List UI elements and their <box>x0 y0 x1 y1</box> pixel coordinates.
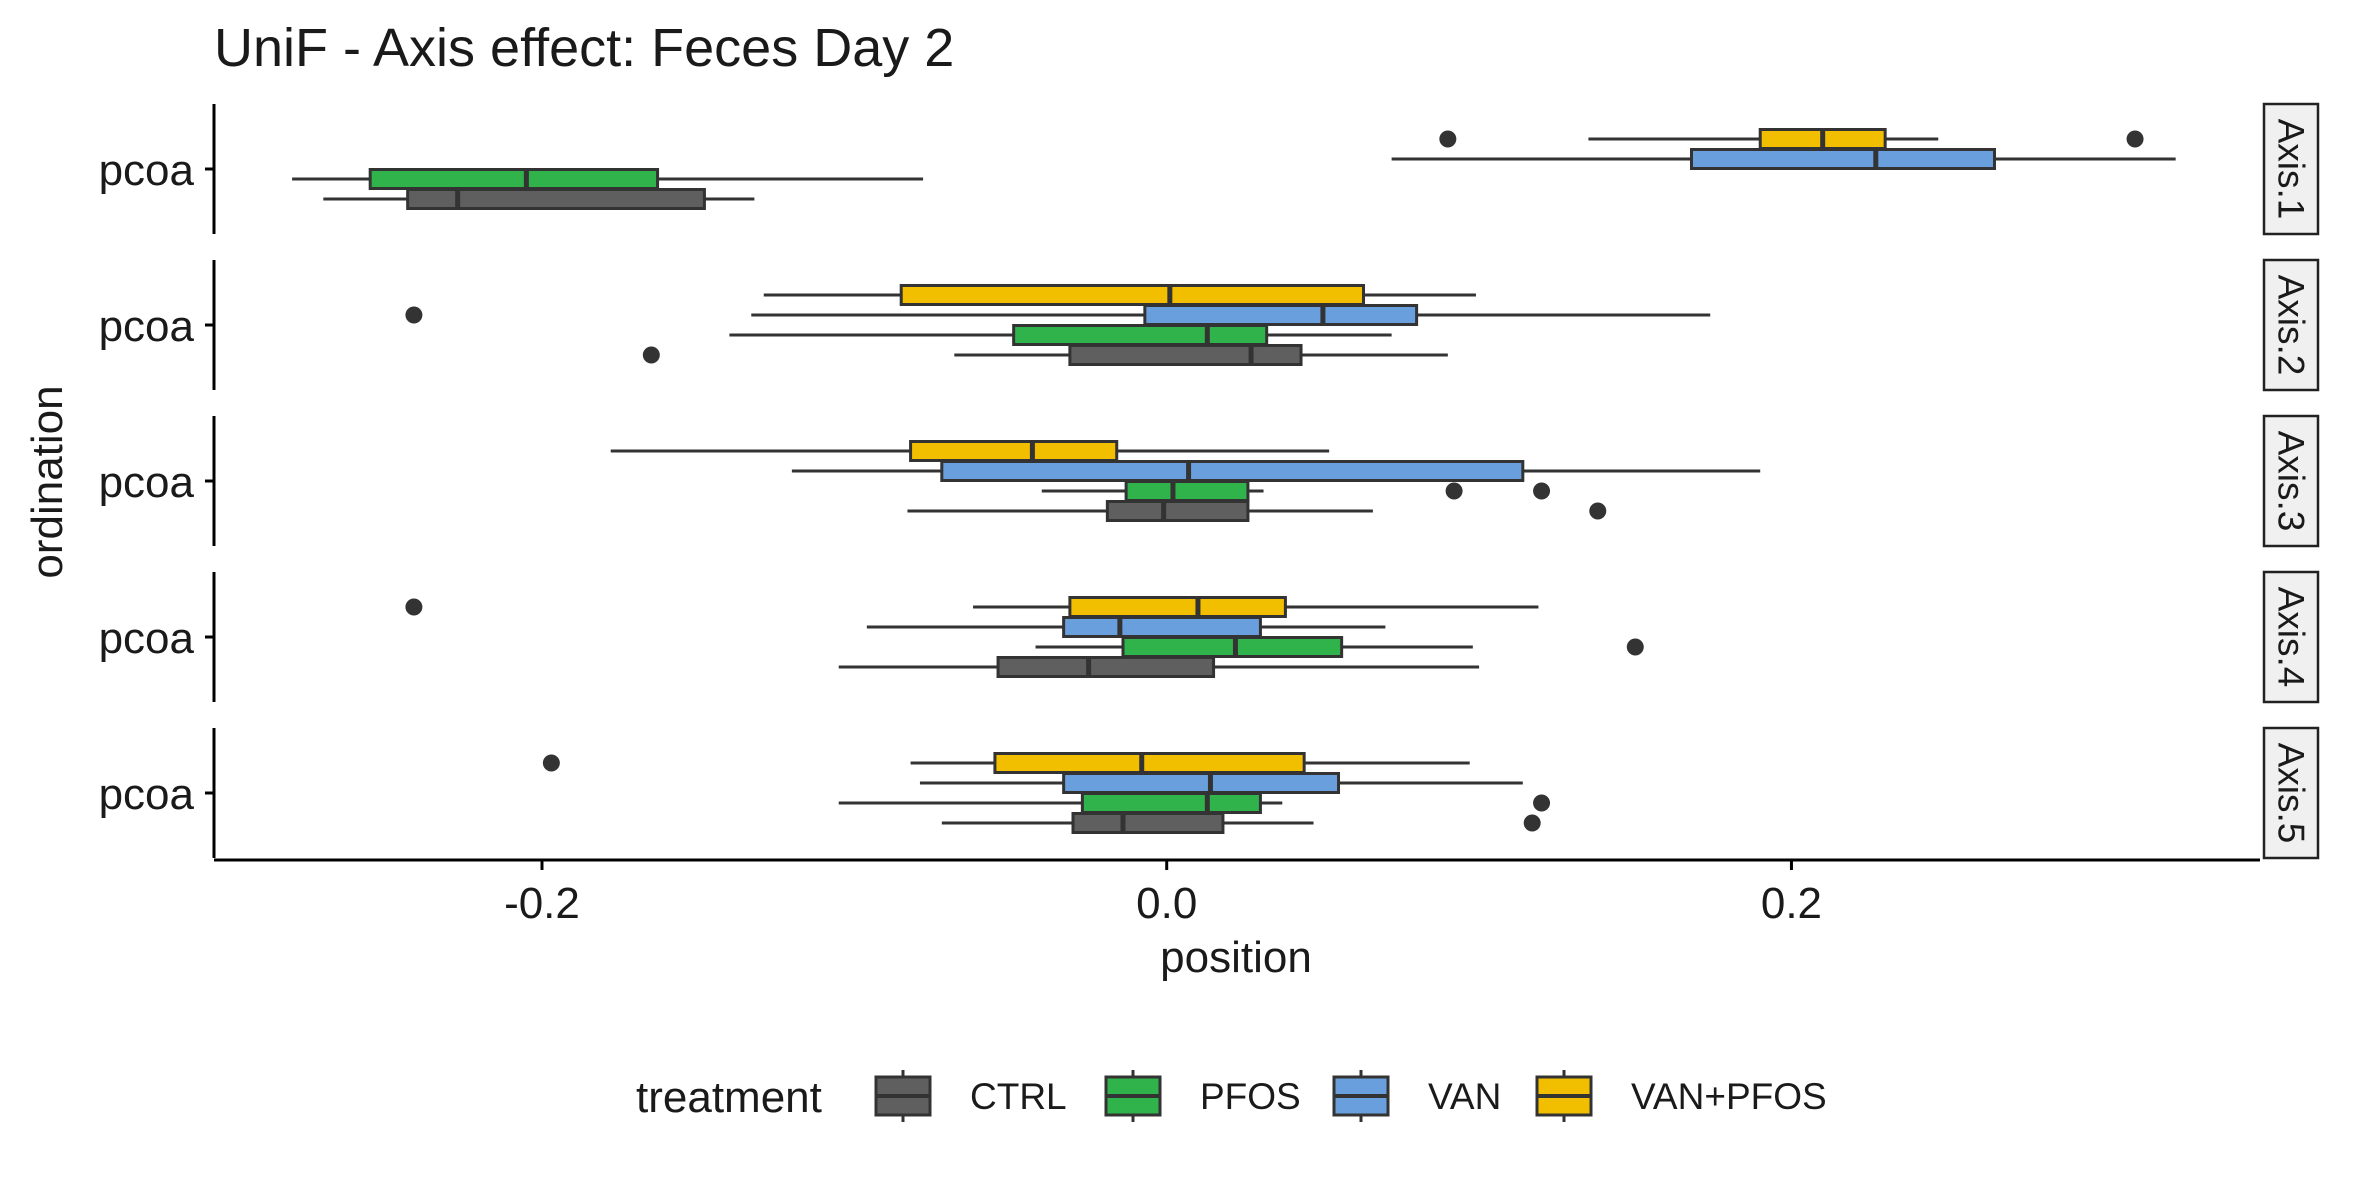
facet-panel: pcoa Axis.3 <box>99 414 2320 548</box>
outlier-point <box>1439 130 1457 148</box>
box-ctrl <box>941 812 1541 834</box>
chart-title: UniF - Axis effect: Feces Day 2 <box>214 18 954 78</box>
box-iqr <box>1124 480 1250 502</box>
facet-strip-label: Axis.5 <box>2271 743 2312 844</box>
box-iqr <box>1062 616 1262 638</box>
legend-item-van-pfos: VAN+PFOS <box>1535 1070 1827 1122</box>
facet-strip-label: Axis.1 <box>2271 119 2312 220</box>
x-tick-label: -0.2 <box>504 879 580 928</box>
box-ctrl <box>838 656 1480 678</box>
legend-item-pfos: PFOS <box>1104 1070 1301 1122</box>
box-iqr <box>1080 792 1262 814</box>
box-ctrl <box>642 344 1448 366</box>
box-iqr <box>406 188 706 210</box>
box-van <box>1391 148 2176 170</box>
box-pfos <box>1041 480 1551 502</box>
box-van-pfos <box>763 284 1476 306</box>
box-iqr <box>1012 324 1269 346</box>
y-tick-label: pcoa <box>99 770 195 819</box>
facet-strip <box>2262 258 2320 392</box>
outlier-point <box>1533 794 1551 812</box>
x-tick-label: 0.0 <box>1136 879 1197 928</box>
outlier-point <box>1533 482 1551 500</box>
outlier-point <box>1589 502 1607 520</box>
x-axis: -0.2 0.0 0.2 <box>214 858 2260 928</box>
facet-strip <box>2262 570 2320 704</box>
legend-item-label: PFOS <box>1200 1076 1301 1117</box>
facet-strip <box>2262 726 2320 860</box>
legend: treatment CTRL PFOS VAN VAN+PFOS <box>636 1070 1827 1122</box>
box-iqr <box>1105 500 1250 522</box>
box-ctrl <box>323 188 755 210</box>
box-iqr <box>1121 636 1344 658</box>
box-iqr <box>1062 772 1341 794</box>
box-van <box>405 304 1711 326</box>
facet-strip-label: Axis.2 <box>2271 275 2312 376</box>
outlier-point <box>542 754 560 772</box>
box-iqr <box>1068 596 1287 618</box>
y-axis-label: ordination <box>23 385 72 578</box>
x-tick-label: 0.2 <box>1761 879 1822 928</box>
outlier-point <box>642 346 660 364</box>
outlier-point <box>1626 638 1644 656</box>
box-van <box>866 616 1386 638</box>
y-tick-label: pcoa <box>99 614 195 663</box>
facet-panel: pcoa Axis.1 <box>99 102 2320 236</box>
outlier-point <box>1523 814 1541 832</box>
legend-title: treatment <box>636 1073 822 1122</box>
box-iqr <box>996 656 1216 678</box>
box-van-pfos <box>610 440 1330 462</box>
box-van-pfos <box>1439 128 2144 150</box>
box-iqr <box>368 168 660 190</box>
box-van-pfos <box>542 752 1470 774</box>
x-axis-label: position <box>1160 933 1312 982</box>
legend-item-label: CTRL <box>970 1076 1067 1117</box>
box-iqr <box>1689 148 1996 170</box>
outlier-point <box>1445 482 1463 500</box>
y-tick-label: pcoa <box>99 302 195 351</box>
facet-strip-label: Axis.3 <box>2271 431 2312 532</box>
legend-item-ctrl: CTRL <box>874 1070 1067 1122</box>
y-tick-label: pcoa <box>99 458 195 507</box>
outlier-point <box>405 306 423 324</box>
facet-panel: pcoa Axis.5 <box>99 726 2320 860</box>
box-iqr <box>940 460 1525 482</box>
legend-item-label: VAN <box>1428 1076 1501 1117</box>
box-iqr <box>1143 304 1419 326</box>
box-pfos <box>292 168 924 190</box>
facet-panel: pcoa Axis.2 <box>99 258 2320 392</box>
box-van-pfos <box>405 596 1539 618</box>
box-iqr <box>1068 344 1303 366</box>
box-pfos <box>729 324 1392 346</box>
legend-item-van: VAN <box>1332 1070 1501 1122</box>
box-van <box>791 460 1761 482</box>
box-ctrl <box>907 500 1607 522</box>
box-iqr <box>899 284 1366 306</box>
box-pfos <box>1035 636 1644 658</box>
box-pfos <box>838 792 1551 814</box>
facet-strip-label: Axis.4 <box>2271 587 2312 688</box>
box-iqr <box>993 752 1306 774</box>
facet-strip <box>2262 102 2320 236</box>
outlier-point <box>405 598 423 616</box>
box-van <box>919 772 1523 794</box>
facet-panel: pcoa Axis.4 <box>99 570 2320 704</box>
legend-item-label: VAN+PFOS <box>1631 1076 1827 1117</box>
box-iqr <box>909 440 1119 462</box>
outlier-point <box>2126 130 2144 148</box>
facet-panels: pcoa Axis.1 pcoa Axis.2 pcoa Axis.3 pcoa Axis.4… <box>99 102 2320 860</box>
box-iqr <box>1071 812 1225 834</box>
y-tick-label: pcoa <box>99 146 195 195</box>
facet-strip <box>2262 414 2320 548</box>
